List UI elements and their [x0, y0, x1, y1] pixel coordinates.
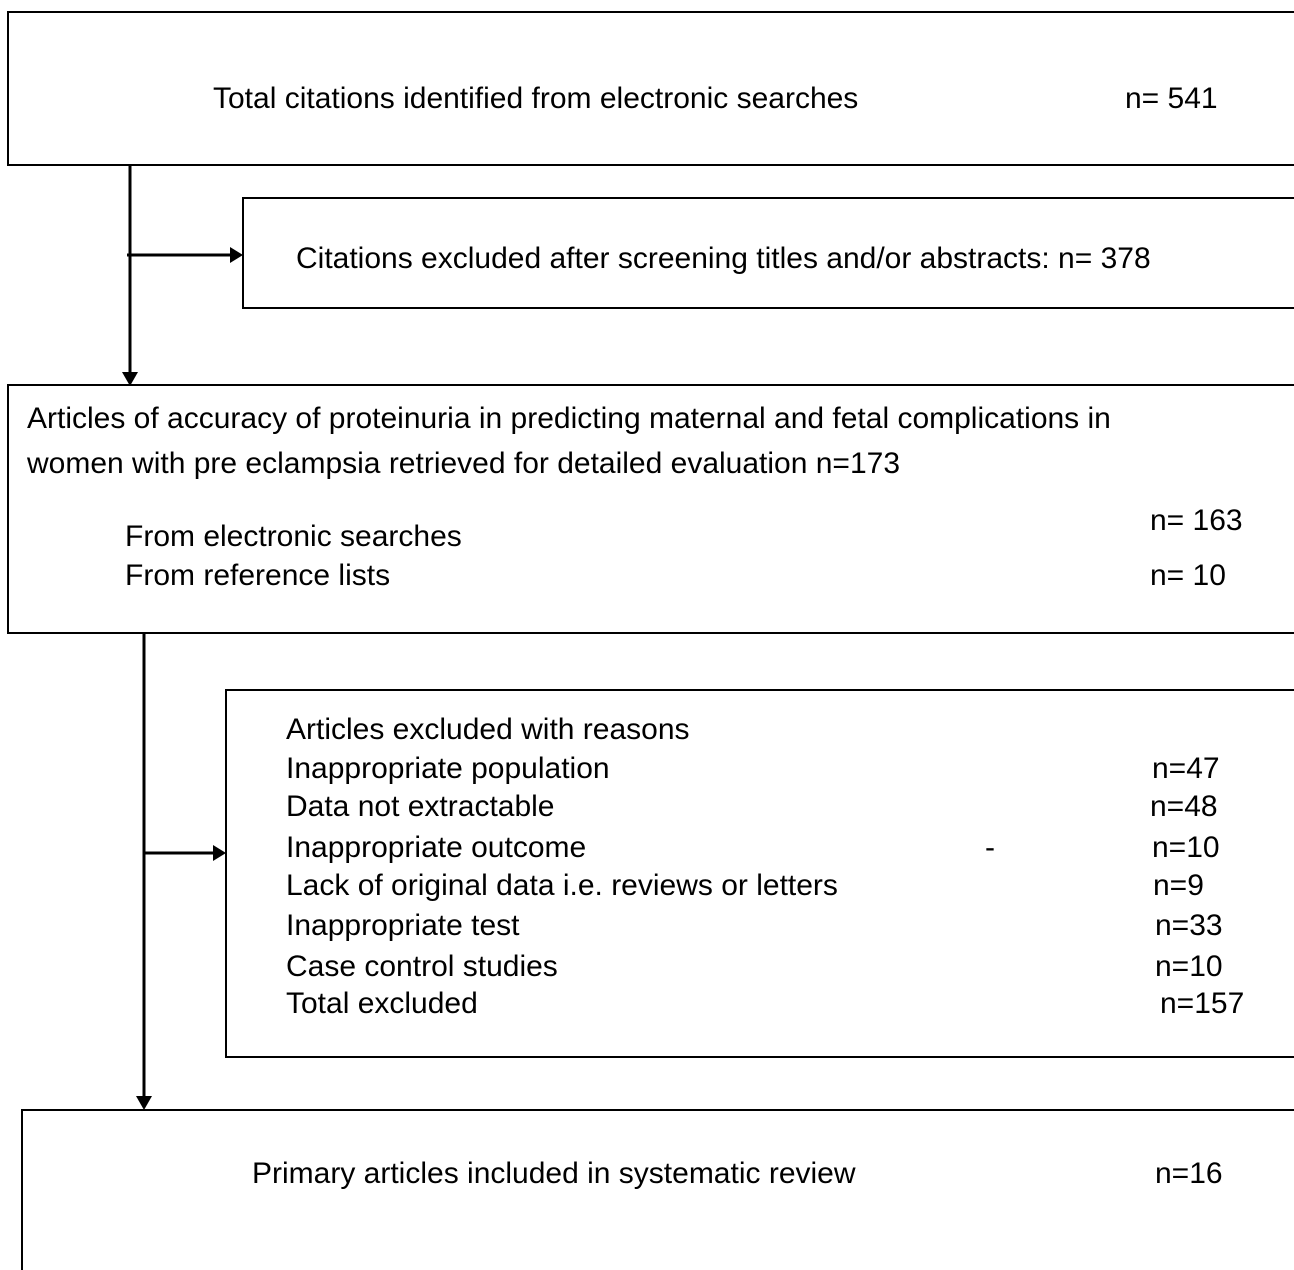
row-count: n=33: [1155, 909, 1223, 942]
arrowhead: [213, 845, 226, 861]
node-label: Primary articles included in systematic …: [252, 1157, 856, 1190]
box: [7, 11, 1294, 166]
box: [7, 384, 1294, 634]
row-label: Total excluded: [286, 987, 478, 1020]
box: [225, 689, 1294, 1058]
row-count: n=47: [1152, 752, 1220, 785]
node-label: Total citations identified from electron…: [213, 82, 858, 115]
row-label: Inappropriate outcome: [286, 831, 586, 864]
row-label: From reference lists: [125, 559, 390, 592]
node-line: Articles of accuracy of proteinuria in p…: [27, 402, 1111, 435]
box: [242, 197, 1294, 309]
row-label: Case control studies: [286, 950, 558, 983]
node-count: n= 541: [1125, 82, 1218, 115]
node-title: Articles excluded with reasons: [286, 713, 690, 746]
box: [21, 1109, 1294, 1270]
node-count: n=16: [1155, 1157, 1223, 1190]
row-label: Inappropriate population: [286, 752, 610, 785]
arrowhead: [122, 372, 138, 386]
node-line: women with pre eclampsia retrieved for d…: [26, 447, 900, 480]
row-label: Inappropriate test: [286, 909, 520, 942]
row-count: n=10: [1152, 831, 1220, 864]
row-label: Lack of original data i.e. reviews or le…: [286, 869, 838, 902]
row-count: n=48: [1150, 790, 1218, 823]
row-count: n= 163: [1150, 504, 1243, 537]
node-label: Citations excluded after screening title…: [296, 242, 1151, 275]
row-label: From electronic searches: [125, 520, 462, 553]
row-count: n=157: [1160, 987, 1244, 1020]
row-label: Data not extractable: [286, 790, 555, 823]
row-count: n=10: [1155, 950, 1223, 983]
row-mark: -: [985, 831, 995, 864]
arrowhead: [230, 247, 243, 263]
row-count: n= 10: [1150, 559, 1226, 592]
row-count: n=9: [1153, 869, 1204, 902]
arrowhead: [136, 1096, 152, 1110]
